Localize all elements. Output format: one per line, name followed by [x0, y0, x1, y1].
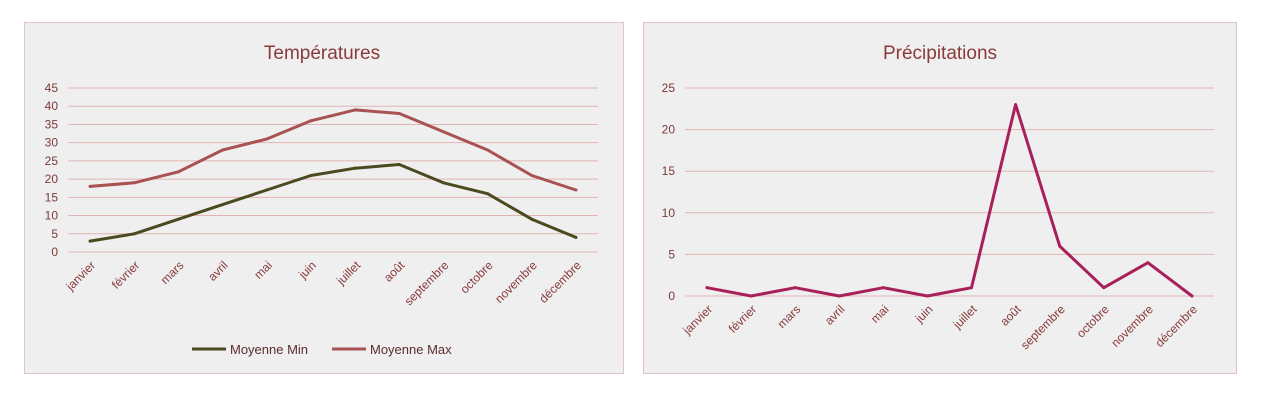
x-tick-label: décembre — [1152, 302, 1200, 350]
data-point — [176, 170, 180, 174]
y-tick-label: 25 — [45, 154, 59, 168]
x-tick-label: octobre — [1074, 302, 1112, 340]
y-tick-label: 5 — [668, 247, 675, 261]
y-tick-label: 15 — [662, 164, 676, 178]
y-tick-label: 35 — [45, 117, 59, 131]
data-point — [574, 188, 578, 192]
data-point — [1102, 286, 1106, 290]
x-tick-label: juin — [295, 258, 319, 282]
y-tick-label: 20 — [662, 123, 676, 137]
x-tick-label: mai — [251, 258, 275, 282]
data-point — [881, 286, 885, 290]
x-tick-label: mars — [158, 258, 187, 287]
y-tick-label: 10 — [662, 206, 676, 220]
data-point — [1058, 244, 1062, 248]
x-tick-label: avril — [822, 302, 847, 327]
temperatures-chart-title: Températures — [264, 43, 380, 64]
data-point — [132, 232, 136, 236]
data-point — [705, 286, 709, 290]
x-tick-label: juillet — [333, 258, 363, 288]
data-point — [749, 294, 753, 298]
x-axis: janvier février mars avril mai juin juillet aoû… — [63, 258, 585, 308]
data-point — [397, 163, 401, 167]
y-tick-label: 0 — [51, 245, 58, 259]
y-axis: 0 5 10 15 20 25 — [662, 81, 676, 303]
series-line-0 — [705, 103, 1194, 298]
temperatures-legend: Moyenne Min Moyenne Max — [192, 342, 452, 357]
precipitations-chart-panel: Précipitations 0 5 10 15 20 25 janvier février m… — [643, 22, 1237, 374]
y-axis: 0 5 10 15 20 25 30 35 40 45 — [45, 81, 59, 259]
gridlines — [68, 87, 598, 253]
data-point — [221, 203, 225, 207]
x-tick-label: février — [726, 302, 759, 335]
x-tick-label: février — [109, 258, 142, 291]
temperatures-chart: Températures Moyenne Min Moyenne Max 0 5 1… — [45, 43, 598, 357]
data-point — [486, 148, 490, 152]
data-point — [132, 181, 136, 185]
y-tick-label: 5 — [51, 227, 58, 241]
x-tick-label: mars — [775, 302, 804, 331]
data-point — [88, 184, 92, 188]
series-points-1 — [88, 108, 578, 192]
data-point — [1190, 294, 1194, 298]
series-points-0 — [705, 103, 1194, 298]
x-tick-label: septembre — [402, 258, 452, 308]
x-tick-label: janvier — [680, 302, 716, 338]
data-point — [221, 148, 225, 152]
x-axis: janvier février mars avril mai juin juillet aoû… — [680, 302, 1201, 352]
x-tick-label: mai — [868, 302, 892, 326]
x-tick-label: octobre — [457, 258, 495, 296]
precipitations-chart: Précipitations 0 5 10 15 20 25 janvier février m… — [662, 43, 1214, 352]
data-point — [176, 217, 180, 221]
data-point — [1146, 261, 1150, 265]
data-point — [1014, 103, 1018, 107]
y-tick-label: 40 — [45, 99, 59, 113]
data-point — [353, 166, 357, 170]
data-point — [309, 173, 313, 177]
x-tick-label: septembre — [1018, 302, 1068, 352]
x-tick-label: juillet — [950, 302, 980, 332]
y-tick-label: 30 — [45, 136, 59, 150]
data-point — [397, 112, 401, 116]
data-point — [530, 217, 534, 221]
precipitations-chart-title: Précipitations — [883, 43, 997, 64]
series-line-1 — [88, 108, 578, 192]
x-tick-label: août — [997, 302, 1024, 329]
y-tick-label: 45 — [45, 81, 59, 95]
data-point — [309, 119, 313, 123]
data-point — [574, 235, 578, 239]
data-point — [353, 108, 357, 112]
gridlines — [685, 87, 1214, 297]
data-point — [441, 130, 445, 134]
x-tick-label: avril — [205, 258, 230, 283]
data-point — [441, 181, 445, 185]
data-point — [530, 173, 534, 177]
x-tick-label: novembre — [1108, 302, 1156, 350]
temperatures-chart-panel: Températures Moyenne Min Moyenne Max 0 5 1… — [24, 22, 624, 374]
series-points-0 — [88, 163, 578, 243]
series-line-0 — [88, 163, 578, 243]
legend-label-min: Moyenne Min — [230, 342, 308, 357]
x-tick-label: juin — [912, 302, 936, 326]
y-tick-label: 10 — [45, 209, 59, 223]
data-point — [793, 286, 797, 290]
y-tick-label: 15 — [45, 190, 59, 204]
data-point — [88, 239, 92, 243]
data-point — [970, 286, 974, 290]
x-tick-label: décembre — [536, 258, 584, 306]
data-point — [837, 294, 841, 298]
y-tick-label: 0 — [668, 289, 675, 303]
data-point — [486, 192, 490, 196]
x-tick-label: novembre — [492, 258, 540, 306]
x-tick-label: janvier — [63, 258, 99, 294]
y-tick-label: 25 — [662, 81, 676, 95]
x-tick-label: août — [381, 258, 408, 285]
data-point — [265, 137, 269, 141]
legend-label-max: Moyenne Max — [370, 342, 452, 357]
data-point — [265, 188, 269, 192]
data-point — [925, 294, 929, 298]
y-tick-label: 20 — [45, 172, 59, 186]
